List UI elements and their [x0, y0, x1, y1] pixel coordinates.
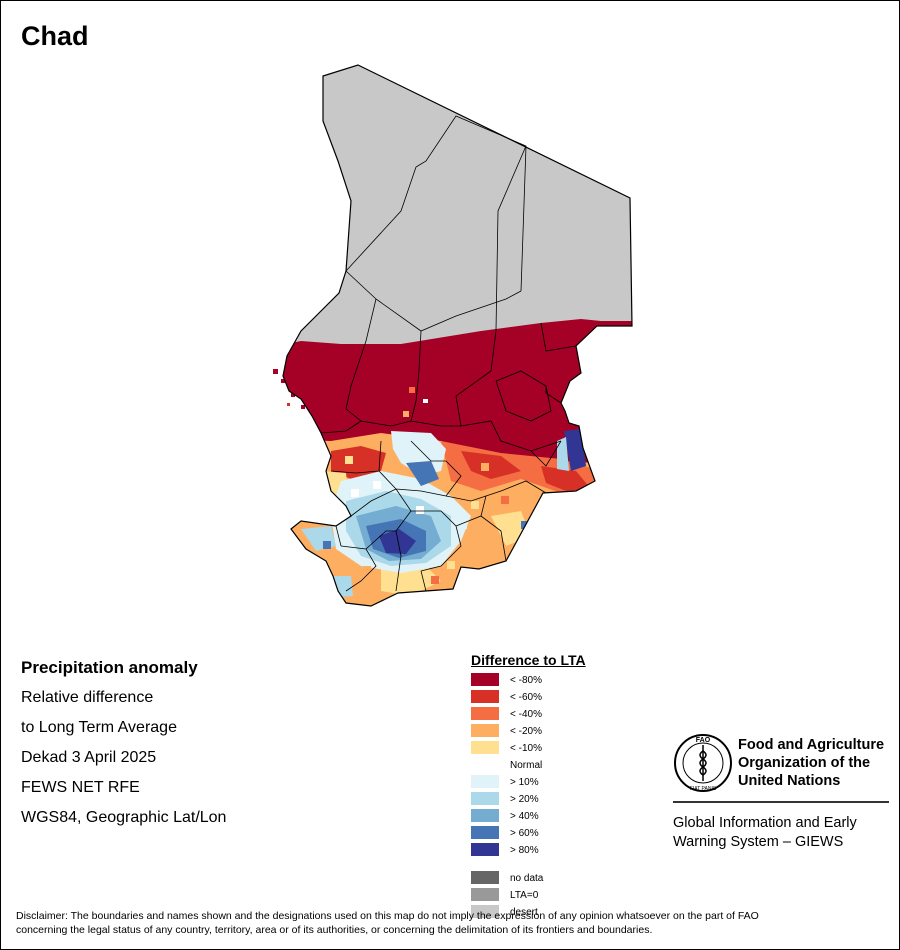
anomaly-layer — [283, 65, 632, 606]
legend-extra-label: desert — [510, 907, 538, 918]
zone-deficit-60-center — [461, 451, 521, 479]
legend-item-swatch — [471, 690, 499, 703]
legend-item-row: > 80% — [471, 842, 641, 859]
fao-name: Food and Agriculture Organization of the… — [738, 736, 898, 790]
info-heading: Precipitation anomaly — [21, 658, 198, 677]
legend-item-swatch — [471, 707, 499, 720]
legend-item-row: Normal — [471, 757, 641, 774]
zone-wet-20-south — [331, 576, 353, 597]
fao-motto: FIAT PANIS — [690, 786, 717, 792]
zone-wet-20-east — [557, 437, 569, 471]
legend-extra-items: no data LTA=0 desert — [471, 870, 641, 921]
desert-zone — [283, 65, 632, 351]
legend-extra-label: no data — [510, 873, 544, 884]
info-line-1: Relative difference — [21, 689, 154, 706]
legend-item-label: < -40% — [510, 709, 542, 720]
chad-anomaly-map — [273, 64, 633, 607]
legend-extra-row: no data — [471, 870, 641, 887]
legend-item-row: < -80% — [471, 672, 641, 689]
legend-extra-swatch — [471, 871, 499, 884]
legend-items: < -80% < -60% < -40% < -20% < -10% Normal > 10… — [471, 672, 641, 859]
legend-item-swatch — [471, 826, 499, 839]
legend-item-row: > 10% — [471, 774, 641, 791]
legend-item-row: < -60% — [471, 689, 641, 706]
zone-deficit-60-west — [331, 446, 386, 479]
fao-name-line-3: United Nations — [738, 773, 841, 789]
legend-item-label: > 80% — [510, 845, 539, 856]
legend-item-swatch — [471, 843, 499, 856]
zone-wet-80 — [379, 529, 416, 554]
legend-item-swatch — [471, 792, 499, 805]
fao-name-line-2: Organization of the — [738, 755, 871, 771]
legend-extra-label: LTA=0 — [510, 890, 539, 901]
legend-item-swatch — [471, 775, 499, 788]
legend-item-label: > 20% — [510, 794, 539, 805]
legend: Difference to LTA < -80% < -60% < -40% < -2… — [471, 652, 641, 921]
legend-extra-row: LTA=0 — [471, 887, 641, 904]
legend-extra-swatch — [471, 888, 499, 901]
legend-item-label: < -80% — [510, 675, 542, 686]
legend-extra-swatch — [471, 905, 499, 918]
info-line-5: WGS84, Geographic Lat/Lon — [21, 809, 227, 826]
legend-item-label: Normal — [510, 760, 543, 771]
legend-item-label: > 40% — [510, 811, 539, 822]
fao-logo-text: FAO — [696, 737, 711, 744]
legend-item-swatch — [471, 741, 499, 754]
info-line-3: Dekad 3 April 2025 — [21, 749, 157, 766]
legend-item-label: < -60% — [510, 692, 542, 703]
legend-item-swatch — [471, 809, 499, 822]
anomaly-pixels — [323, 387, 549, 584]
legend-item-swatch — [471, 724, 499, 737]
legend-title: Difference to LTA — [471, 652, 586, 668]
legend-item-swatch — [471, 673, 499, 686]
legend-item-row: < -40% — [471, 706, 641, 723]
legend-item-label: > 10% — [510, 777, 539, 788]
fao-emblem-icon: FAO FIAT PANIS — [674, 734, 732, 792]
legend-item-row: < -10% — [471, 740, 641, 757]
legend-item-row: < -20% — [471, 723, 641, 740]
lake-chad-pixels — [273, 369, 331, 416]
zone-wet-80-east — [564, 429, 586, 471]
disclaimer: Disclaimer: The boundaries and names sho… — [16, 909, 886, 937]
info-line-4: FEWS NET RFE — [21, 779, 140, 796]
legend-item-row: > 20% — [471, 791, 641, 808]
info-line-2: to Long Term Average — [21, 719, 177, 736]
legend-extra-row: desert — [471, 904, 641, 921]
legend-item-swatch — [471, 758, 499, 771]
legend-item-row: > 60% — [471, 825, 641, 842]
map-info-block: Precipitation anomaly Relative differenc… — [21, 657, 361, 837]
giews-line-2: Warning System – GIEWS — [673, 834, 844, 850]
zone-wet-60-north — [406, 461, 439, 486]
disclaimer-line-1: Disclaimer: The boundaries and names sho… — [16, 910, 759, 922]
admin-boundaries — [320, 115, 577, 592]
giews-line-1: Global Information and Early — [673, 815, 857, 831]
zone-deficit-80 — [283, 319, 632, 471]
giews-text: Global Information and Early Warning Sys… — [673, 814, 893, 852]
fao-divider — [673, 801, 889, 803]
legend-item-row: > 40% — [471, 808, 641, 825]
legend-item-label: < -10% — [510, 743, 542, 754]
zone-deficit-60-east — [541, 466, 591, 491]
legend-item-label: > 60% — [510, 828, 539, 839]
legend-item-label: < -20% — [510, 726, 542, 737]
fao-name-line-1: Food and Agriculture — [738, 737, 885, 753]
map-title: Chad — [21, 21, 89, 51]
chad-border — [282, 64, 633, 607]
disclaimer-line-2: concerning the legal status of any count… — [16, 924, 653, 936]
